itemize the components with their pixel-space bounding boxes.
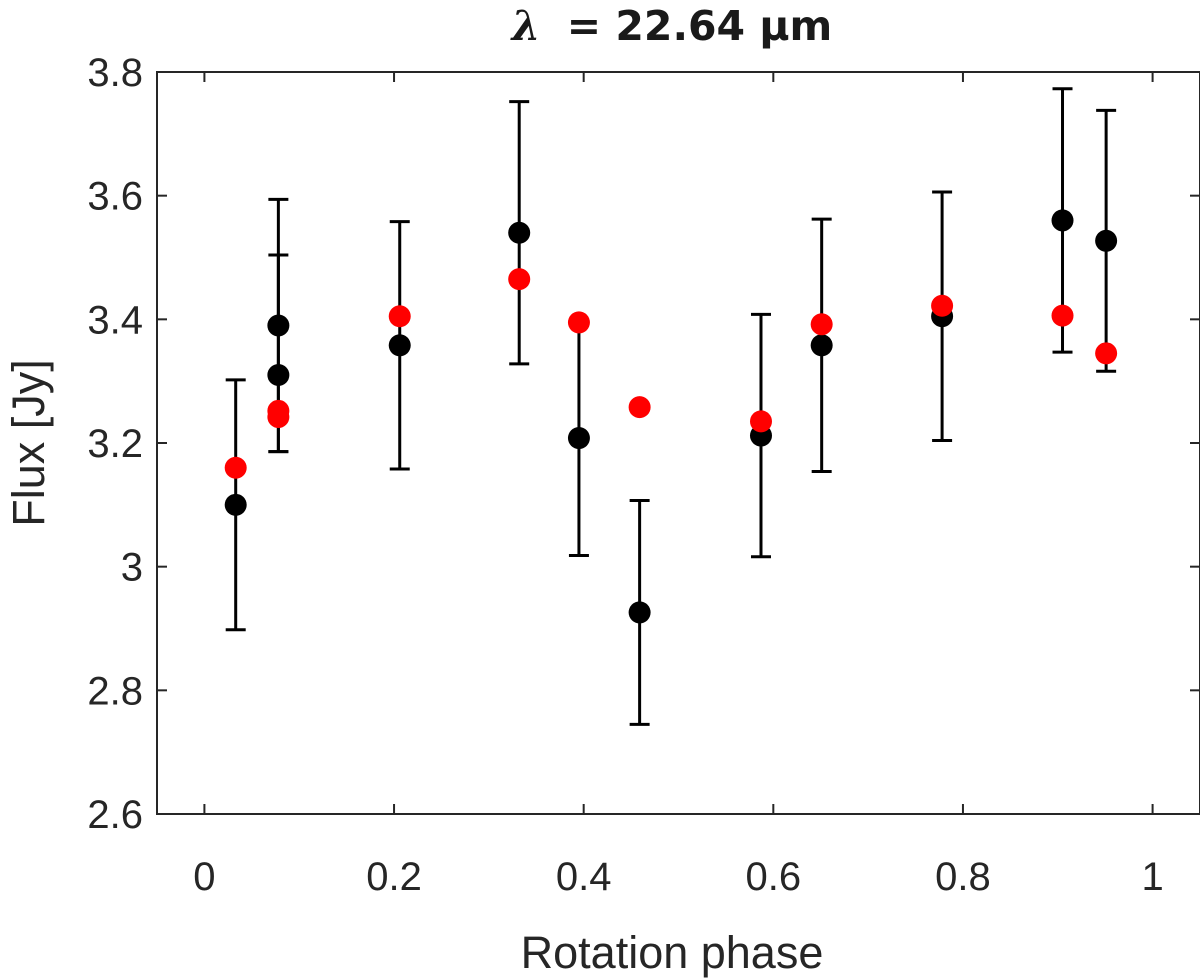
x-axis-label: Rotation phase: [521, 927, 824, 978]
x-tick-label: 0: [193, 855, 215, 899]
y-axis-label: Flux [Jy]: [3, 359, 54, 527]
chart-title: λ = 22.64 µm: [510, 2, 833, 50]
y-tick-label: 2.8: [87, 669, 143, 713]
model-point: [508, 268, 531, 291]
y-tick-label: 3.2: [87, 422, 143, 466]
model-point: [810, 313, 833, 336]
chart-title-text: = 22.64 µm: [567, 2, 832, 50]
model-point: [267, 406, 290, 429]
model-point: [1095, 342, 1118, 365]
observed-point: [810, 334, 833, 357]
x-tick-label: 0.4: [556, 855, 612, 899]
model-point: [388, 305, 411, 328]
observed-point: [267, 314, 290, 337]
observed-point: [388, 334, 411, 357]
plot-area: [157, 72, 1200, 814]
observed-point: [1051, 209, 1074, 232]
x-tick-label: 0.6: [746, 855, 802, 899]
x-tick-label: 0.8: [935, 855, 991, 899]
y-tick-label: 3.4: [87, 298, 143, 342]
observed-point: [628, 601, 651, 624]
x-tick-label: 1: [1141, 855, 1163, 899]
observed-point: [567, 427, 590, 450]
observed-point: [267, 363, 290, 386]
axes-box: [156, 71, 1200, 815]
y-tick-label: 3.8: [87, 51, 143, 95]
model-point: [567, 311, 590, 334]
model-point: [224, 456, 247, 479]
x-tick-label: 0.2: [366, 855, 422, 899]
data-points: [224, 209, 1118, 624]
observed-point: [1095, 229, 1118, 252]
model-point: [931, 294, 954, 317]
observed-point: [224, 493, 247, 516]
model-point: [1051, 304, 1074, 327]
chart-title-symbol: λ: [510, 2, 541, 50]
y-tick-label: 2.6: [87, 793, 143, 837]
y-tick-label: 3: [121, 546, 143, 590]
model-point: [749, 410, 772, 433]
model-point: [628, 396, 651, 419]
tick-labels: 0 0.2 0.4 0.6 0.8 1 2.6 2.8 3 3.2 3.4 3.6 3.8: [87, 51, 1163, 899]
observed-point: [508, 221, 531, 244]
y-tick-label: 3.6: [87, 175, 143, 219]
